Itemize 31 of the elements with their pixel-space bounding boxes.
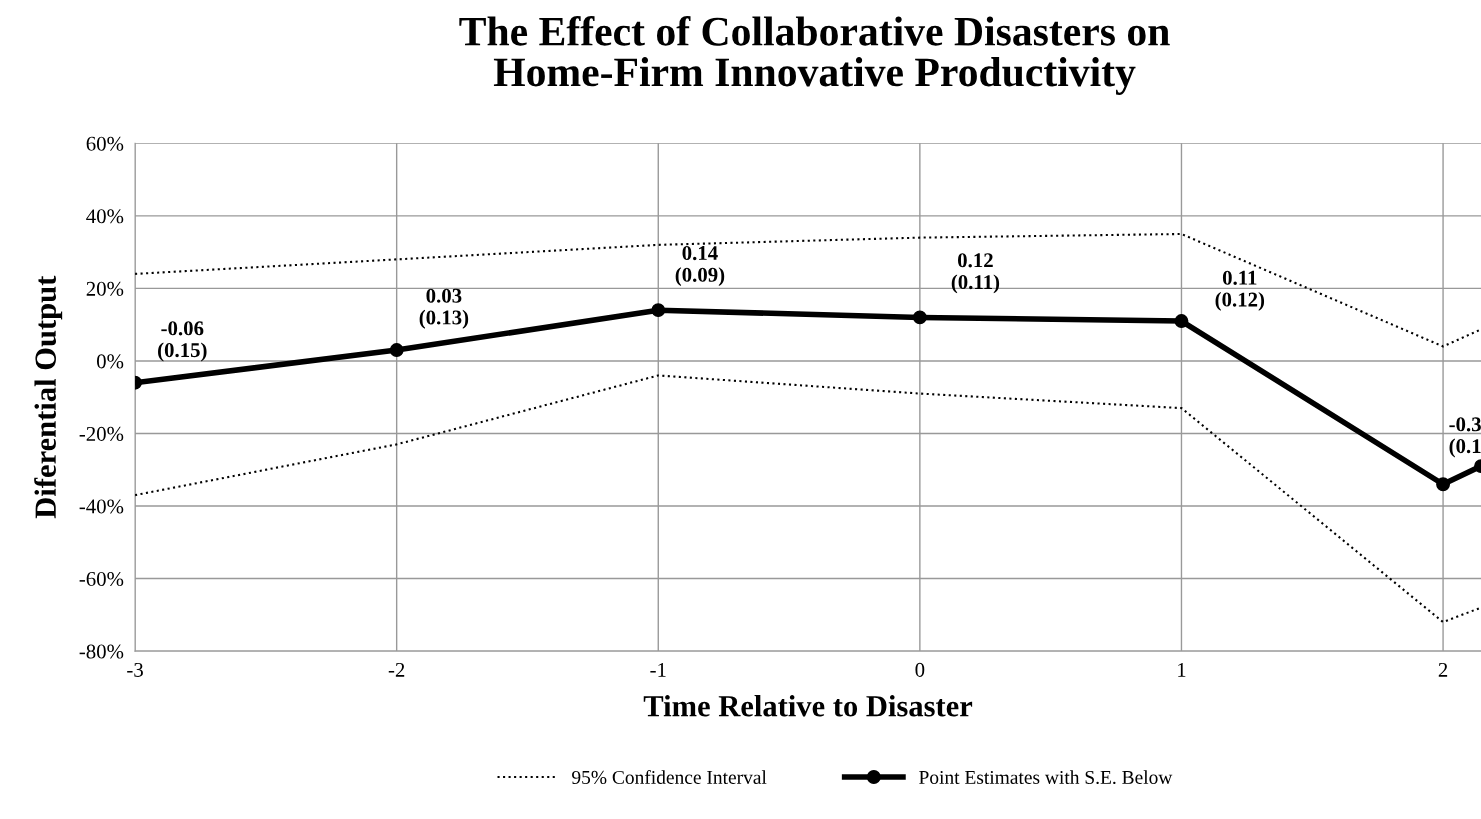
y-tick-label: 40% — [86, 209, 124, 224]
x-tick-label: -3 — [127, 662, 143, 677]
annotation: -0.06 (0.15) — [158, 321, 207, 362]
legend-label: 95% Confidence Interval — [572, 770, 767, 785]
chart-title: The Effect of Collaborative Disasters on Home-Firm Innovative Productivity — [459, 15, 1170, 95]
x-axis-title: Time Relative to Disaster — [643, 695, 973, 717]
x-tick-label: 0 — [915, 662, 925, 677]
y-axis-title: Diferential Output — [34, 275, 63, 519]
point — [651, 303, 666, 318]
y-tick-label: -60% — [79, 571, 124, 587]
y-tick-label: 60% — [86, 136, 124, 151]
line-series — [135, 374, 1481, 624]
annotation: 0.14 (0.09) — [675, 245, 725, 287]
point — [1436, 477, 1451, 492]
x-tick-label: 2 — [1438, 662, 1448, 677]
x-tick-label: 1 — [1178, 662, 1186, 677]
y-tick-label: 20% — [86, 281, 124, 296]
annotation: 0.12 (0.11) — [951, 253, 1000, 294]
x-tick-label: -1 — [650, 662, 666, 677]
y-tick-label: -80% — [79, 644, 124, 659]
point — [389, 343, 404, 358]
annotation: -0.3 (0.1 — [1449, 417, 1481, 458]
annotation: 0.03 (0.13) — [419, 288, 469, 329]
point — [912, 310, 927, 325]
x-tick-label: -2 — [388, 662, 405, 677]
annotation: 0.11 (0.12) — [1215, 270, 1265, 311]
y-tick-label: 0% — [96, 354, 124, 369]
point — [1174, 314, 1189, 328]
y-tick-label: -20% — [79, 426, 124, 441]
y-tick-label: -40% — [79, 499, 124, 514]
legend-label: Point Estimates with S.E. Below — [919, 770, 1173, 785]
